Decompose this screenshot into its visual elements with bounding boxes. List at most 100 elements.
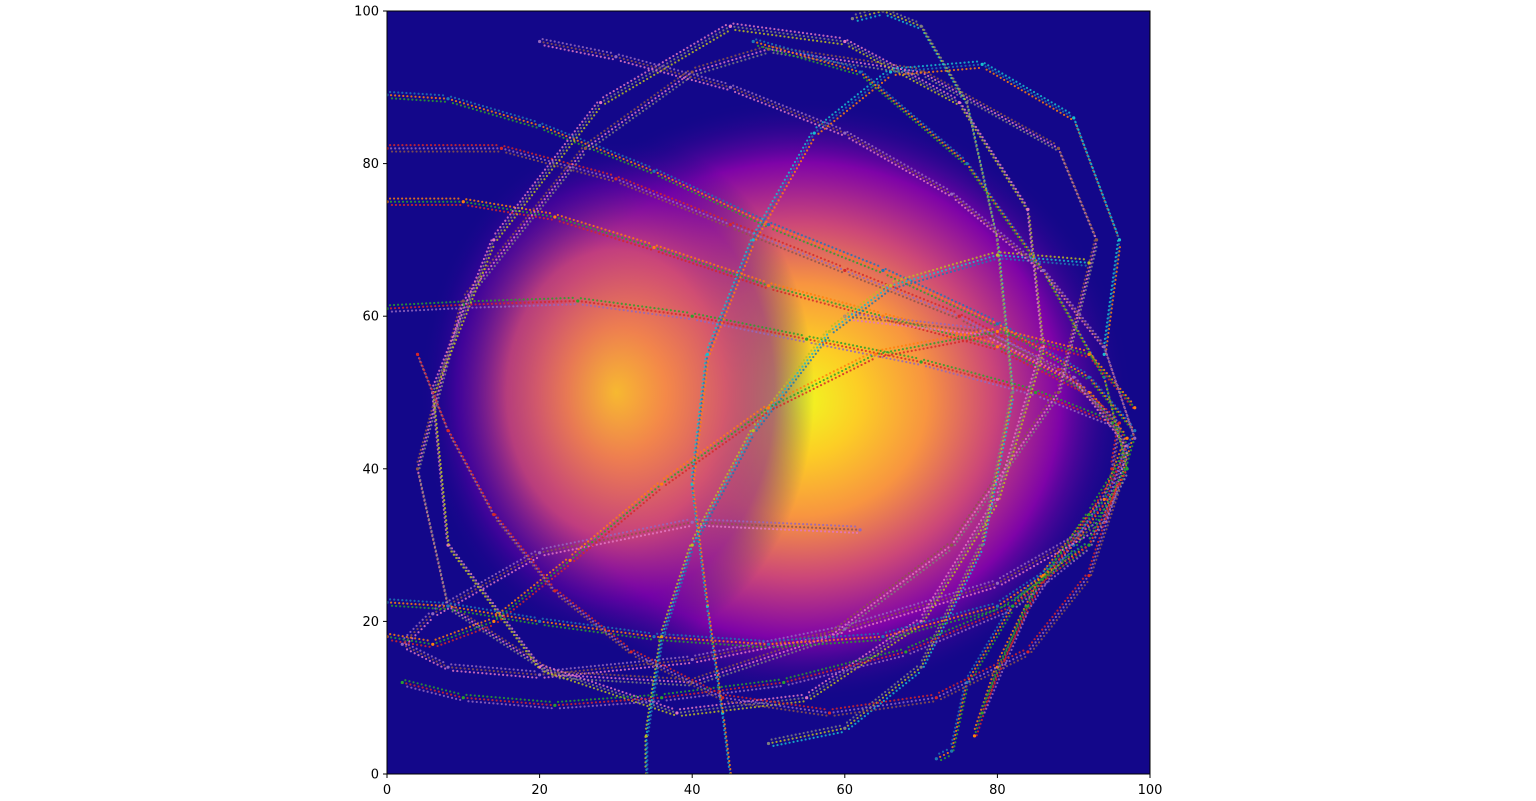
- scatter-trail-point: [1029, 431, 1032, 434]
- scatter-trail-point: [613, 533, 617, 536]
- scatter-trail-point: [470, 303, 473, 306]
- scatter-trail-point: [869, 261, 872, 264]
- scatter-trail-point: [679, 185, 682, 188]
- scatter-trail-point: [616, 302, 619, 305]
- scatter-trail-point: [634, 532, 638, 535]
- scatter-trail-point: [618, 238, 621, 241]
- scatter-trail-point: [737, 321, 740, 324]
- scatter-trail-point: [683, 522, 686, 525]
- scatter-trail-point: [798, 522, 801, 526]
- scatter-trail-point: [981, 504, 984, 507]
- scatter-trail-point: [947, 297, 950, 300]
- scatter-trail-point: [810, 258, 813, 261]
- scatter-trail-point: [978, 719, 981, 722]
- scatter-trail-point: [879, 349, 882, 352]
- scatter-trail-point: [471, 107, 474, 111]
- scatter-trail-point: [816, 337, 819, 340]
- scatter-trail-point: [1071, 403, 1074, 406]
- scatter-trail-point: [927, 302, 930, 306]
- scatter-trail-point: [1069, 379, 1072, 382]
- scatter-trail-point: [999, 625, 1002, 629]
- scatter-trail-point: [805, 254, 808, 257]
- scatter-trail-point: [915, 284, 918, 288]
- scatter-trail-point: [511, 119, 514, 122]
- scatter-trail-point: [991, 332, 994, 335]
- scatter-trail-point: [472, 150, 475, 153]
- scatter-trail-point: [493, 202, 496, 205]
- scatter-trail-point: [458, 663, 461, 667]
- scatter-trail-point: [951, 302, 955, 305]
- scatter-trail-point: [911, 572, 915, 576]
- scatter-trail-point: [702, 652, 705, 656]
- scatter-trail-point: [439, 611, 442, 615]
- scatter-trail-point: [702, 262, 705, 266]
- scatter-trail-point: [562, 221, 565, 224]
- scatter-trail-point: [664, 250, 667, 253]
- scatter-trail-point: [465, 100, 469, 103]
- scatter-trail-point: [744, 651, 747, 654]
- scatter-trail-point: [517, 671, 520, 675]
- scatter-trail-point: [654, 528, 658, 531]
- scatter-trail-point: [1115, 438, 1118, 441]
- scatter-trail-point: [778, 243, 782, 246]
- scatter-trail-point: [566, 161, 569, 165]
- scatter-trail-point: [970, 101, 973, 104]
- scatter-trail-point: [834, 524, 837, 527]
- scatter-trail-point: [1064, 400, 1067, 403]
- scatter-trail-point: [974, 723, 978, 727]
- scatter-trail-point: [542, 125, 545, 129]
- scatter-trail-point: [930, 301, 933, 304]
- scatter-trail-point: [1098, 504, 1101, 507]
- scatter-trail-point: [522, 298, 525, 301]
- scatter-trail-point: [550, 218, 553, 221]
- scatter-trail-point: [631, 536, 635, 539]
- scatter-trail-point: [1127, 450, 1130, 453]
- scatter-trail-point: [1000, 467, 1003, 471]
- scatter-trail-point: [666, 173, 669, 177]
- scatter-trail-point: [980, 500, 983, 504]
- scatter-trail-point: [1060, 398, 1063, 402]
- scatter-trail-point: [558, 135, 561, 138]
- scatter-trail-point: [1048, 404, 1051, 407]
- scatter-trail-point: [735, 211, 738, 214]
- scatter-trail-point: [892, 315, 895, 318]
- scatter-trail-point: [740, 664, 743, 668]
- scatter-trail-point: [862, 605, 866, 609]
- scatter-trail-point: [965, 305, 969, 308]
- scatter-trail-point: [630, 310, 633, 313]
- scatter-trail-point: [532, 558, 535, 562]
- scatter-trail-point: [993, 682, 996, 685]
- scatter-trail-point: [662, 523, 665, 526]
- scatter-trail-point: [708, 195, 711, 199]
- scatter-trail-point: [871, 63, 875, 66]
- scatter-trail-point: [1064, 371, 1067, 374]
- scatter-trail-point: [418, 305, 421, 309]
- scatter-trail-point: [872, 622, 875, 626]
- scatter-trail-point: [618, 308, 621, 311]
- scatter-trail-point: [495, 144, 498, 147]
- scatter-trail-point: [855, 531, 859, 534]
- scatter-trail-point: [810, 51, 813, 54]
- scatter-trail-point: [869, 308, 872, 311]
- scatter-trail-point: [901, 576, 904, 580]
- scatter-trail-point: [1076, 320, 1080, 323]
- scatter-trail-point: [886, 274, 889, 277]
- scatter-trail-point: [1026, 363, 1029, 366]
- scatter-trail-point: [997, 659, 1000, 662]
- scatter-trail-point: [873, 263, 876, 266]
- scatter-trail-point: [1088, 529, 1092, 532]
- scatter-trail-point: [965, 594, 969, 597]
- scatter-trail-point: [789, 229, 792, 232]
- scatter-trail-point: [727, 207, 730, 210]
- scatter-trail-point: [944, 548, 947, 552]
- scatter-trail-point: [1076, 306, 1080, 309]
- scatter-trail-point: [1119, 427, 1122, 430]
- scatter-trail-point: [424, 615, 427, 618]
- scatter-trail-point: [875, 269, 878, 272]
- scatter-trail-point: [603, 670, 606, 673]
- scatter-trail-point: [701, 674, 704, 677]
- scatter-trail-point: [798, 238, 802, 242]
- scatter-trail-point: [505, 151, 508, 154]
- scatter-trail-point: [875, 618, 878, 621]
- scatter-trail-point: [1023, 444, 1026, 447]
